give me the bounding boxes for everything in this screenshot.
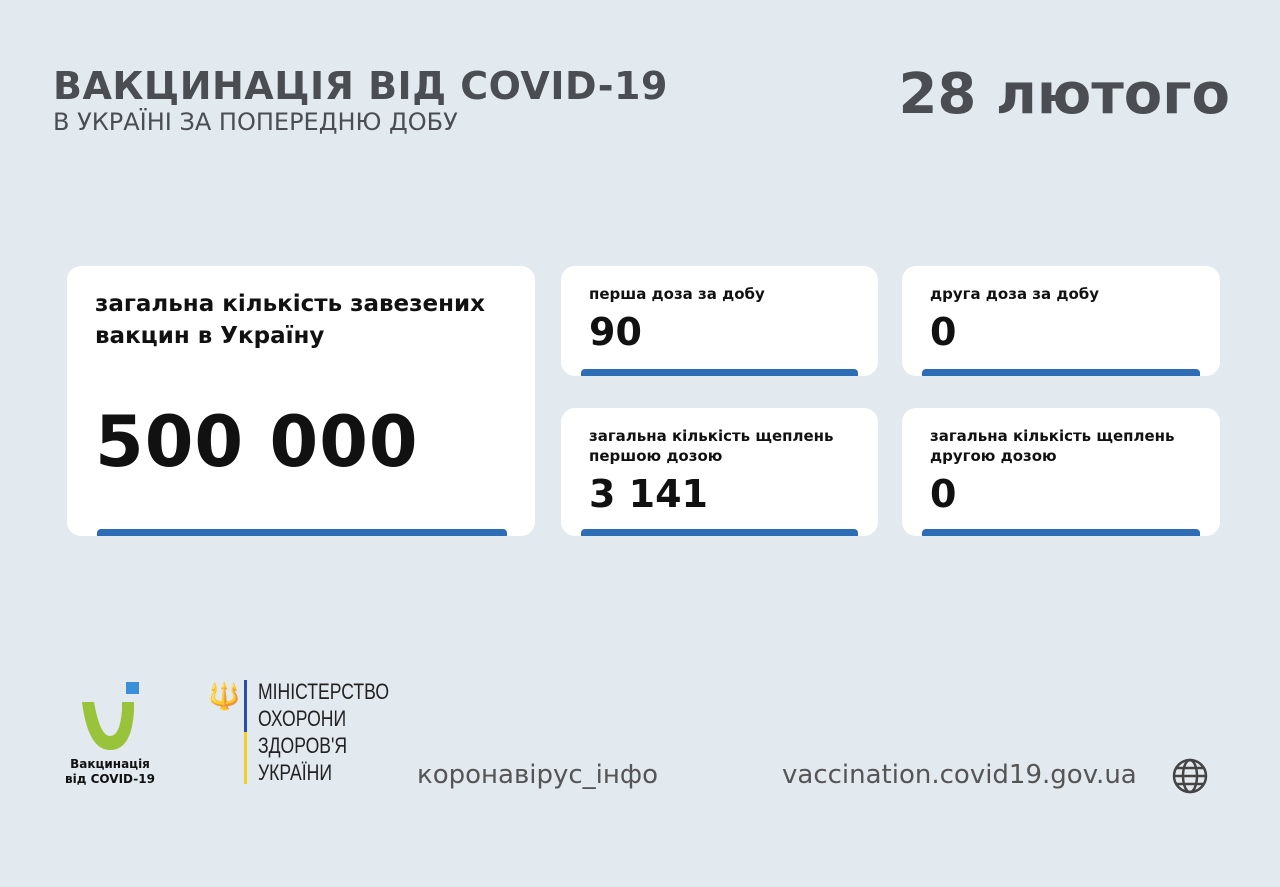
card-bar <box>922 369 1200 376</box>
date: 28 лютого <box>898 62 1230 127</box>
card-second-dose-day: друга доза за добу 0 <box>902 266 1220 376</box>
flag-divider <box>244 680 247 784</box>
card-total-second-dose: загальна кількість щеплень другою дозою … <box>902 408 1220 536</box>
card-bar <box>97 529 507 536</box>
card-label: друга доза за добу <box>930 285 1100 303</box>
card-label: перша доза за добу <box>589 285 765 303</box>
card-total-first-dose: загальна кількість щеплень першою дозою … <box>561 408 878 536</box>
card-label: загальна кількість щеплень першою дозою <box>589 427 834 465</box>
card-bar <box>922 529 1200 536</box>
card-value: 0 <box>930 472 957 516</box>
ministry-logo-text: МІНІСТЕРСТВО ОХОРОНИ ЗДОРОВ'Я УКРАЇНИ <box>258 679 390 785</box>
vaccination-logo-icon <box>82 682 139 750</box>
card-bar <box>581 529 858 536</box>
card-bar <box>581 369 858 376</box>
trident-icon: 🔱 <box>208 682 241 712</box>
card-value: 3 141 <box>589 472 708 516</box>
website-link[interactable]: vaccination.covid19.gov.ua <box>782 760 1137 790</box>
page-subtitle: В УКРАЇНІ ЗА ПОПЕРЕДНЮ ДОБУ <box>53 108 458 136</box>
globe-icon <box>1172 758 1208 794</box>
card-first-dose-day: перша доза за добу 90 <box>561 266 878 376</box>
card-total-delivered: загальна кількість завезених вакцин в Ук… <box>67 266 535 536</box>
vaccination-logo-text: Вакцинація від COVID-19 <box>65 757 155 786</box>
card-label: загальна кількість щеплень другою дозою <box>930 427 1175 465</box>
hashtag-link[interactable]: коронавірус_інфо <box>417 760 659 790</box>
card-value: 0 <box>930 310 957 354</box>
page-title: ВАКЦИНАЦІЯ ВІД COVID-19 <box>53 64 668 108</box>
card-value: 90 <box>589 310 642 354</box>
card-value: 500 000 <box>95 401 419 483</box>
card-label: загальна кількість завезених вакцин в Ук… <box>95 291 485 349</box>
